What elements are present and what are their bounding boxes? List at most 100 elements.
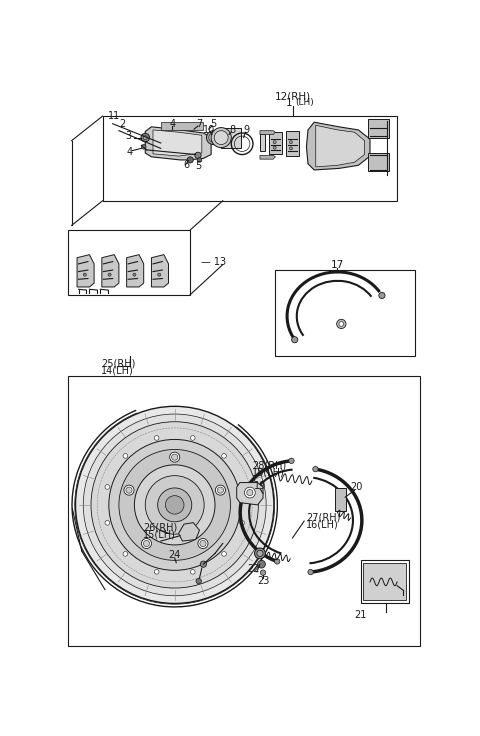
Polygon shape (152, 255, 168, 287)
Circle shape (206, 131, 220, 144)
Circle shape (200, 561, 206, 567)
Polygon shape (260, 155, 276, 159)
Text: 16(LH): 16(LH) (306, 520, 339, 530)
Text: (LH): (LH) (295, 99, 313, 107)
Circle shape (75, 406, 274, 604)
Circle shape (247, 489, 253, 495)
Text: 21: 21 (355, 610, 367, 620)
Text: 14(LH): 14(LH) (101, 366, 134, 376)
Polygon shape (77, 255, 94, 287)
Text: 5: 5 (210, 118, 216, 129)
FancyBboxPatch shape (360, 559, 409, 603)
Polygon shape (102, 255, 119, 287)
Circle shape (209, 133, 218, 142)
Circle shape (126, 487, 132, 493)
FancyBboxPatch shape (221, 127, 240, 148)
Text: 19: 19 (254, 481, 266, 491)
Circle shape (200, 540, 206, 547)
Circle shape (222, 551, 227, 556)
FancyBboxPatch shape (369, 119, 389, 138)
Circle shape (166, 495, 184, 514)
Circle shape (257, 551, 263, 556)
Polygon shape (179, 523, 200, 541)
Circle shape (191, 570, 195, 574)
Circle shape (211, 127, 231, 148)
Circle shape (196, 578, 202, 584)
Circle shape (109, 439, 240, 570)
Text: 27(RH): 27(RH) (306, 513, 341, 523)
Circle shape (240, 484, 244, 489)
Circle shape (157, 488, 192, 522)
Circle shape (273, 146, 276, 149)
Circle shape (336, 319, 346, 328)
Text: 26(RH): 26(RH) (143, 523, 177, 533)
Circle shape (289, 141, 292, 144)
Circle shape (258, 560, 265, 568)
Circle shape (155, 436, 159, 440)
Circle shape (142, 144, 146, 149)
Text: 11: 11 (108, 111, 120, 121)
Circle shape (145, 475, 204, 534)
Text: 17: 17 (331, 261, 344, 270)
Text: — 13: — 13 (201, 258, 226, 267)
FancyBboxPatch shape (68, 376, 420, 645)
Polygon shape (68, 230, 190, 294)
Circle shape (292, 336, 298, 343)
Text: 10: 10 (204, 125, 216, 135)
Text: 4: 4 (127, 147, 133, 158)
Circle shape (273, 141, 276, 144)
Circle shape (123, 453, 128, 459)
Polygon shape (127, 255, 144, 287)
Circle shape (144, 135, 147, 140)
Circle shape (134, 465, 215, 545)
Circle shape (142, 539, 152, 548)
Text: 3: 3 (125, 131, 131, 141)
FancyBboxPatch shape (363, 564, 407, 601)
Text: 25(RH): 25(RH) (101, 359, 135, 369)
Circle shape (169, 452, 180, 462)
Text: 24: 24 (168, 550, 181, 560)
FancyBboxPatch shape (161, 122, 204, 130)
Circle shape (123, 551, 128, 556)
Text: 4: 4 (169, 118, 175, 129)
FancyBboxPatch shape (276, 270, 415, 356)
Text: 7: 7 (196, 118, 203, 129)
Circle shape (144, 540, 150, 547)
Polygon shape (103, 116, 397, 201)
Text: 28(RH): 28(RH) (252, 461, 287, 470)
Circle shape (83, 414, 266, 595)
Circle shape (244, 487, 255, 498)
Circle shape (197, 158, 202, 162)
Text: 18(LH): 18(LH) (252, 467, 285, 478)
Circle shape (217, 487, 224, 493)
Text: 5: 5 (195, 161, 201, 171)
Circle shape (83, 273, 86, 276)
FancyBboxPatch shape (369, 153, 389, 171)
Circle shape (191, 436, 195, 440)
Circle shape (339, 322, 344, 326)
Circle shape (275, 559, 280, 564)
Circle shape (108, 273, 111, 276)
Circle shape (91, 422, 258, 588)
Text: 12(RH): 12(RH) (275, 91, 311, 101)
Circle shape (379, 292, 385, 299)
Circle shape (289, 458, 294, 464)
Circle shape (155, 570, 159, 574)
Polygon shape (153, 130, 202, 156)
Circle shape (195, 152, 201, 158)
Circle shape (141, 133, 149, 142)
Circle shape (198, 539, 208, 548)
Circle shape (240, 520, 244, 526)
Circle shape (116, 127, 121, 132)
Circle shape (119, 450, 230, 560)
Text: 8: 8 (229, 125, 235, 135)
Circle shape (110, 118, 115, 124)
Circle shape (187, 157, 193, 163)
Circle shape (214, 131, 228, 144)
Circle shape (289, 147, 292, 150)
Circle shape (222, 453, 227, 459)
Polygon shape (145, 127, 211, 160)
Circle shape (105, 520, 109, 526)
Circle shape (124, 485, 134, 495)
Text: 23: 23 (257, 576, 269, 586)
